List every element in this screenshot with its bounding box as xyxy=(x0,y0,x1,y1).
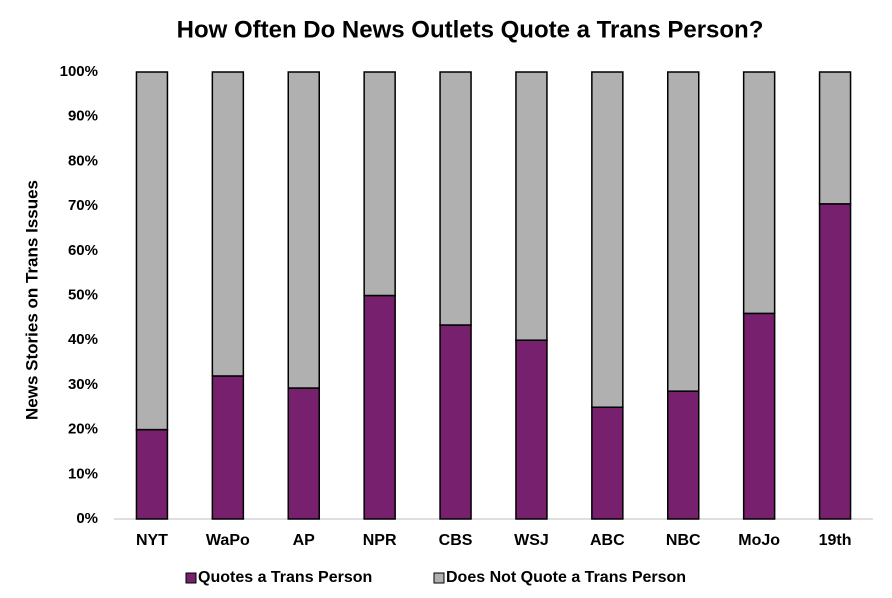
bar-segment xyxy=(287,387,320,520)
bar-segment xyxy=(667,71,700,392)
x-tick-label: NYT xyxy=(136,532,168,549)
y-tick-label: 40% xyxy=(68,331,98,348)
bar-segment xyxy=(439,324,472,520)
legend-label: Quotes a Trans Person xyxy=(198,569,372,586)
x-tick-label: MoJo xyxy=(738,532,780,549)
bar-segment xyxy=(363,294,396,520)
y-tick-label: 10% xyxy=(68,465,98,482)
bar-segment xyxy=(591,406,624,520)
y-tick-label: 70% xyxy=(68,197,98,214)
y-tick-label: 50% xyxy=(68,286,98,303)
x-tick-label: ABC xyxy=(590,532,625,549)
bar-segment xyxy=(818,203,852,520)
x-tick-label: NBC xyxy=(666,532,701,549)
bar-segment xyxy=(135,71,169,431)
x-tick-label: CBS xyxy=(439,532,473,549)
y-tick-label: 0% xyxy=(76,510,98,527)
y-tick-label: 60% xyxy=(68,242,98,259)
legend-label: Does Not Quote a Trans Person xyxy=(446,569,686,586)
x-tick-label: NPR xyxy=(363,532,397,549)
y-tick-label: 100% xyxy=(60,63,98,80)
bar-segment xyxy=(818,71,852,205)
x-tick-label: AP xyxy=(293,532,316,549)
y-tick-label: 30% xyxy=(68,376,98,393)
bar-segment xyxy=(515,71,548,341)
bar-segment xyxy=(211,71,245,377)
y-tick-label: 90% xyxy=(68,108,98,125)
x-tick-label: WSJ xyxy=(514,532,549,549)
bar-segment xyxy=(363,71,396,297)
bar-segment xyxy=(439,71,472,326)
legend-swatch xyxy=(433,572,445,584)
chart-title: How Often Do News Outlets Quote a Trans … xyxy=(177,16,764,43)
x-tick-label: WaPo xyxy=(206,532,250,549)
y-tick-label: 20% xyxy=(68,421,98,438)
y-axis-title: News Stories on Trans Issues xyxy=(22,180,41,420)
bar-segment xyxy=(742,312,776,520)
x-tick-label: 19th xyxy=(819,532,852,549)
bar-segment xyxy=(742,71,776,315)
bar-segment xyxy=(667,390,700,520)
bar-segment xyxy=(591,71,624,408)
legend-swatch xyxy=(185,572,197,584)
bar-segment xyxy=(211,375,245,520)
bar-segment xyxy=(287,71,320,389)
y-tick-label: 80% xyxy=(68,152,98,169)
bar-segment xyxy=(135,428,169,520)
bar-segment xyxy=(515,339,548,520)
